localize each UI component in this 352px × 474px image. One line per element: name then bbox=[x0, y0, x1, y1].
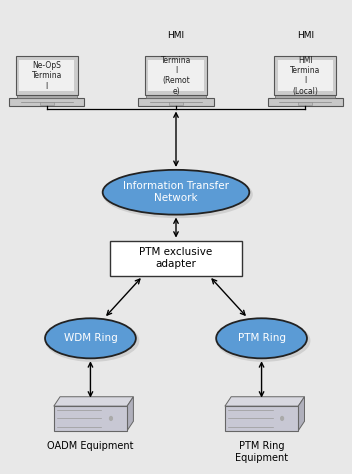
FancyBboxPatch shape bbox=[148, 60, 204, 91]
FancyBboxPatch shape bbox=[40, 102, 54, 105]
Ellipse shape bbox=[45, 318, 136, 358]
Text: Information Transfer
Network: Information Transfer Network bbox=[123, 182, 229, 203]
FancyBboxPatch shape bbox=[145, 56, 207, 95]
FancyBboxPatch shape bbox=[17, 95, 77, 98]
Polygon shape bbox=[298, 397, 304, 431]
Text: Termina
l
(Remot
e): Termina l (Remot e) bbox=[161, 55, 191, 96]
Text: Ne-OpS
Termina
l: Ne-OpS Termina l bbox=[32, 61, 62, 91]
FancyBboxPatch shape bbox=[109, 240, 243, 276]
Ellipse shape bbox=[216, 318, 307, 358]
Text: WDM Ring: WDM Ring bbox=[64, 333, 117, 343]
FancyBboxPatch shape bbox=[268, 98, 343, 106]
FancyBboxPatch shape bbox=[9, 98, 84, 106]
Text: PTM Ring
Equipment: PTM Ring Equipment bbox=[235, 441, 288, 463]
FancyBboxPatch shape bbox=[298, 102, 312, 105]
Ellipse shape bbox=[45, 319, 139, 362]
Text: PTM exclusive
adapter: PTM exclusive adapter bbox=[139, 247, 213, 269]
Ellipse shape bbox=[216, 319, 310, 362]
FancyBboxPatch shape bbox=[225, 406, 298, 431]
Text: HMI
Termina
l
(Local): HMI Termina l (Local) bbox=[290, 55, 320, 96]
FancyBboxPatch shape bbox=[146, 95, 206, 98]
Text: HMI: HMI bbox=[297, 31, 314, 40]
Text: PTM Ring: PTM Ring bbox=[238, 333, 285, 343]
FancyBboxPatch shape bbox=[138, 98, 214, 106]
Text: OADM Equipment: OADM Equipment bbox=[47, 441, 134, 451]
FancyBboxPatch shape bbox=[278, 60, 333, 91]
Polygon shape bbox=[54, 397, 133, 406]
Ellipse shape bbox=[103, 170, 249, 215]
Ellipse shape bbox=[103, 171, 253, 218]
FancyBboxPatch shape bbox=[275, 56, 336, 95]
FancyBboxPatch shape bbox=[169, 102, 183, 105]
FancyBboxPatch shape bbox=[54, 406, 127, 431]
FancyBboxPatch shape bbox=[19, 60, 74, 91]
FancyBboxPatch shape bbox=[16, 56, 77, 95]
Circle shape bbox=[281, 417, 283, 420]
FancyBboxPatch shape bbox=[275, 95, 335, 98]
Text: HMI: HMI bbox=[168, 31, 184, 40]
Circle shape bbox=[109, 417, 112, 420]
Polygon shape bbox=[127, 397, 133, 431]
Polygon shape bbox=[225, 397, 304, 406]
